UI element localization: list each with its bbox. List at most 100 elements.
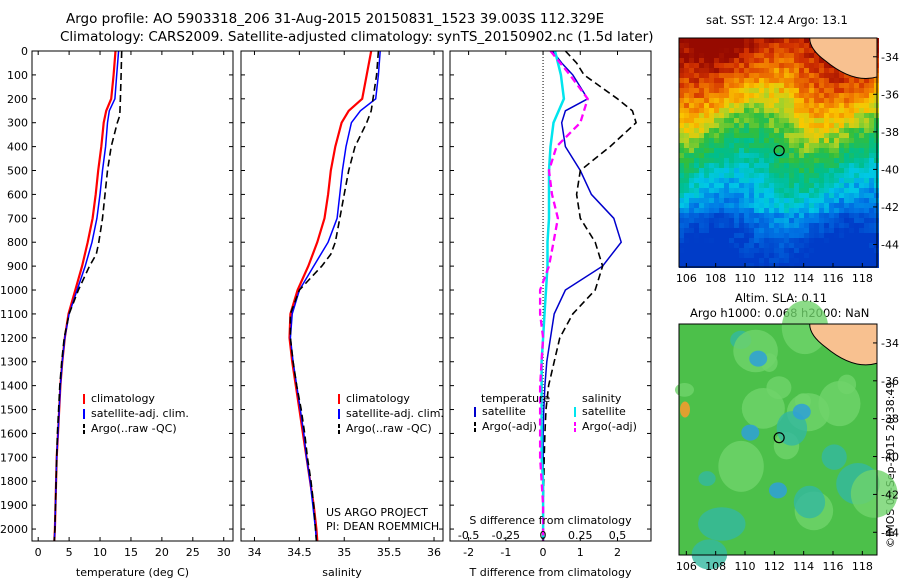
sst-map-cell <box>704 138 709 143</box>
sst-map-cell <box>819 213 824 218</box>
sst-map-cell <box>809 173 814 178</box>
sla-low-blob <box>792 403 811 420</box>
sst-map-cell <box>684 88 689 93</box>
sst-map-cell <box>814 68 819 73</box>
sst-map-cell <box>819 233 824 238</box>
sst-map-cell <box>829 178 834 183</box>
sst-map-cell <box>814 113 819 118</box>
sst-map-cell <box>829 258 834 263</box>
sst-map-cell <box>694 123 699 128</box>
sst-map-cell <box>714 113 719 118</box>
sst-map-cell <box>844 93 849 98</box>
sst-map-cell <box>769 38 774 43</box>
sst-map-cell <box>724 118 729 123</box>
sst-map-cell <box>834 148 839 153</box>
sst-map-cell <box>794 158 799 163</box>
sst-map-cell <box>734 263 739 268</box>
sst-map-cell <box>774 53 779 58</box>
sst-map-cell <box>869 83 874 88</box>
sst-map-cell <box>714 118 719 123</box>
sst-map-cell <box>684 48 689 53</box>
sst-map-cell <box>779 248 784 253</box>
sst-map-cell <box>824 258 829 263</box>
sst-map-cell <box>789 138 794 143</box>
sst-map-cell <box>689 83 694 88</box>
sst-map-cell <box>794 228 799 233</box>
sst-map-cell <box>769 238 774 243</box>
sst-map-cell <box>689 168 694 173</box>
sst-map-cell <box>679 148 684 153</box>
sst-map-cell <box>689 163 694 168</box>
sst-map-cell <box>769 73 774 78</box>
sst-map-cell <box>859 263 864 268</box>
sla-lon-tick-label: 112 <box>764 560 785 573</box>
sst-map-cell <box>754 73 759 78</box>
sst-map-cell <box>724 53 729 58</box>
sst-map-cell <box>799 118 804 123</box>
sst-map-cell <box>854 243 859 248</box>
sst-map-cell <box>849 83 854 88</box>
sst-map-cell <box>819 198 824 203</box>
sst-map-cell <box>704 238 709 243</box>
sst-map-cell <box>784 58 789 63</box>
sst-map-cell <box>794 43 799 48</box>
sla-lon-tick-label: 118 <box>852 560 873 573</box>
tdiff-xtick-label: 1 <box>577 546 584 559</box>
diff-legend-temperature-title: temperature <box>481 392 550 405</box>
sst-map-cell <box>829 83 834 88</box>
sst-map-cell <box>779 263 784 268</box>
sst-map-cell <box>769 98 774 103</box>
sst-map-cell <box>854 98 859 103</box>
sst-map-cell <box>679 198 684 203</box>
sst-map-cell <box>869 163 874 168</box>
sst-map-cell <box>849 263 854 268</box>
sst-map-cell <box>769 193 774 198</box>
sst-map-cell <box>819 228 824 233</box>
sst-map-cell <box>759 88 764 93</box>
sst-map-cell <box>849 198 854 203</box>
sst-map-cell <box>734 183 739 188</box>
sst-map-cell <box>854 108 859 113</box>
sst-map-cell <box>779 138 784 143</box>
sst-map-cell <box>694 43 699 48</box>
sst-map-cell <box>724 138 729 143</box>
sla-lat-tick-label: -40 <box>881 451 899 464</box>
sst-map-cell <box>779 58 784 63</box>
sst-map-cell <box>814 263 819 268</box>
sst-map-cell <box>759 223 764 228</box>
sst-map-cell <box>809 183 814 188</box>
sst-map-cell <box>799 78 804 83</box>
sst-map-cell <box>804 213 809 218</box>
sst-map-cell <box>819 158 824 163</box>
sst-map-cell <box>749 123 754 128</box>
sst-map-cell <box>789 168 794 173</box>
sst-map-cell <box>869 148 874 153</box>
sst-map-cell <box>734 133 739 138</box>
sst-map-cell <box>699 53 704 58</box>
sst-lon-tick-label: 110 <box>735 272 756 285</box>
sst-map-cell <box>759 53 764 58</box>
sst-map-cell <box>779 53 784 58</box>
sst-map-cell <box>734 38 739 43</box>
sst-map-cell <box>759 263 764 268</box>
sst-map-cell <box>799 238 804 243</box>
sst-map-cell <box>769 63 774 68</box>
sst-map-cell <box>724 223 729 228</box>
sla-anomaly-blob <box>733 329 778 373</box>
sst-map-cell <box>709 243 714 248</box>
sst-map-cell <box>749 63 754 68</box>
sst-map-cell <box>689 218 694 223</box>
sst-map-cell <box>774 208 779 213</box>
sst-map-cell <box>714 168 719 173</box>
sst-map-cell <box>744 238 749 243</box>
sst-map-cell <box>709 258 714 263</box>
sst-map-cell <box>684 38 689 43</box>
sst-map-cell <box>834 253 839 258</box>
sst-map-cell <box>809 78 814 83</box>
sst-map-cell <box>759 43 764 48</box>
sst-map-cell <box>769 163 774 168</box>
sst-map-cell <box>799 173 804 178</box>
sst-map-cell <box>724 163 729 168</box>
sst-map-cell <box>769 233 774 238</box>
sst-map-cell <box>724 128 729 133</box>
